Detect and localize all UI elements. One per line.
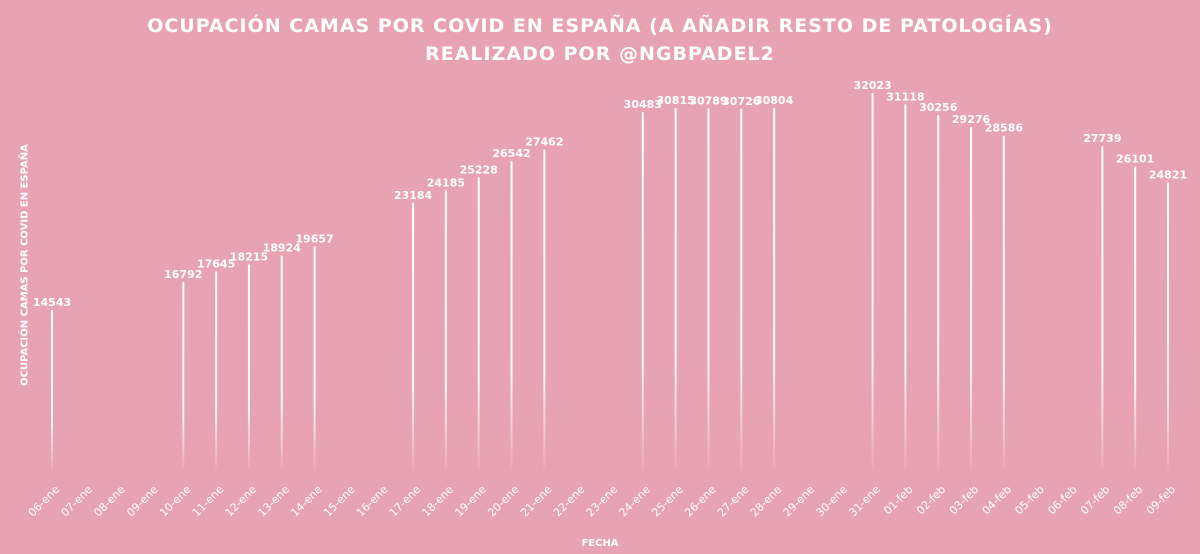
data-label: 30789 xyxy=(689,94,727,107)
x-tick-label: 12-ene xyxy=(223,483,260,520)
data-label: 32023 xyxy=(853,79,891,92)
x-tick-label: 07-ene xyxy=(59,483,96,520)
data-label: 16792 xyxy=(164,268,202,281)
bar xyxy=(970,127,973,470)
x-tick-label: 27-ene xyxy=(715,483,752,520)
x-tick-label: 18-ene xyxy=(420,483,457,520)
bar xyxy=(1002,135,1005,470)
data-label: 27739 xyxy=(1083,132,1121,145)
data-label: 29276 xyxy=(952,113,991,126)
bar xyxy=(1134,166,1137,470)
chart-title: OCUPACIÓN CAMAS POR COVID EN ESPAÑA (A A… xyxy=(0,12,1200,68)
bar xyxy=(674,108,677,470)
x-tick-label: 15-ene xyxy=(321,483,358,520)
bar xyxy=(1101,146,1104,470)
bar xyxy=(477,177,480,470)
x-tick-label: 21-ene xyxy=(518,483,555,520)
x-tick-label: 29-ene xyxy=(781,483,818,520)
x-tick-label: 28-ene xyxy=(748,483,785,520)
bar xyxy=(215,271,218,470)
x-tick-label: 24-ene xyxy=(617,483,654,520)
data-label: 28586 xyxy=(985,122,1024,135)
data-label: 17645 xyxy=(197,258,235,271)
data-label: 23184 xyxy=(394,189,433,202)
data-label: 24185 xyxy=(427,176,465,189)
data-label: 26101 xyxy=(1116,153,1154,166)
x-tick-label: 06-feb xyxy=(1045,483,1079,517)
x-tick-label: 07-feb xyxy=(1078,483,1112,517)
x-tick-label: 31-ene xyxy=(846,483,883,520)
data-label: 24821 xyxy=(1149,168,1187,181)
bar xyxy=(182,282,185,470)
bar xyxy=(707,108,710,470)
x-tick-label: 06-ene xyxy=(26,483,63,520)
x-tick-label: 08-ene xyxy=(91,483,128,520)
data-label: 30483 xyxy=(624,98,662,111)
x-tick-label: 03-feb xyxy=(947,483,981,517)
bar xyxy=(51,309,53,470)
bar xyxy=(773,108,776,471)
data-label: 30256 xyxy=(919,101,958,114)
x-tick-label: 09-feb xyxy=(1144,483,1178,517)
bar xyxy=(937,114,940,470)
x-tick-label: 08-feb xyxy=(1111,483,1145,517)
x-tick-label: 20-ene xyxy=(485,483,522,520)
x-axis-label: FECHA xyxy=(581,538,619,549)
data-label: 19657 xyxy=(295,233,333,246)
x-tick-label: 22-ene xyxy=(551,483,588,520)
x-tick-label: 13-ene xyxy=(255,483,292,520)
bar xyxy=(280,255,283,470)
bar xyxy=(247,264,250,470)
x-tick-label: 23-ene xyxy=(584,483,621,520)
subtitle-line: REALIZADO POR @NGBPADEL2 xyxy=(425,43,775,65)
bar xyxy=(313,246,316,470)
x-tick-label: 02-feb xyxy=(914,483,948,517)
x-tick-label: 11-ene xyxy=(190,483,227,520)
data-label: 30815 xyxy=(657,94,695,107)
x-tick-label: 25-ene xyxy=(649,483,686,520)
data-label: 26542 xyxy=(492,147,530,160)
bar xyxy=(543,149,546,470)
data-label: 18924 xyxy=(263,242,302,255)
bar xyxy=(1167,182,1169,471)
bar xyxy=(871,93,874,470)
x-tick-label: 10-ene xyxy=(157,483,194,520)
data-label: 18215 xyxy=(230,250,268,263)
data-label: 27462 xyxy=(525,136,563,149)
bar xyxy=(444,190,447,471)
x-tick-label: 05-feb xyxy=(1012,483,1046,517)
x-tick-label: 04-feb xyxy=(980,483,1014,517)
x-tick-label: 14-ene xyxy=(288,483,325,520)
x-tick-label: 30-ene xyxy=(813,483,850,520)
x-tick-label: 17-ene xyxy=(387,483,424,520)
bar xyxy=(904,104,907,470)
x-tick-label: 01-feb xyxy=(881,483,915,517)
data-label: 14543 xyxy=(33,296,71,309)
data-label: 25228 xyxy=(460,163,498,176)
title-line: OCUPACIÓN CAMAS POR COVID EN ESPAÑA (A A… xyxy=(147,15,1053,37)
x-tick-label: 16-ene xyxy=(354,483,391,520)
bar xyxy=(740,109,743,470)
data-label: 31118 xyxy=(886,90,924,103)
x-tick-label: 19-ene xyxy=(452,483,489,520)
bar xyxy=(510,161,513,471)
data-label: 30726 xyxy=(722,95,761,108)
x-tick-label: 26-ene xyxy=(682,483,719,520)
bar xyxy=(412,202,415,470)
x-tick-label: 09-ene xyxy=(124,483,161,520)
data-label: 30804 xyxy=(755,94,794,107)
bar xyxy=(641,112,644,471)
